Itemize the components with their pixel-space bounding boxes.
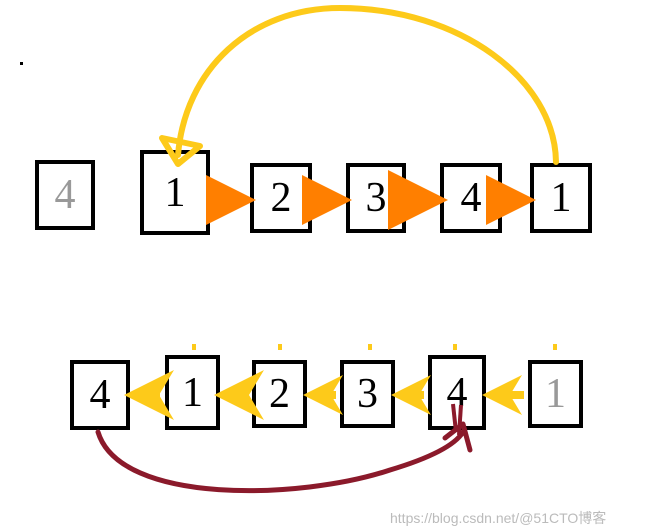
diagram-canvas: 4 1 2 3 4 1 4 1 2 3 4 1 [0,0,645,528]
node-label: 4 [55,171,76,219]
node-b0: 4 [70,360,130,430]
watermark: https://blog.csdn.net/@51CTO博客 [390,508,606,528]
node-label: 1 [551,174,572,222]
loop-arrow-top [178,8,556,162]
node-b2: 2 [252,360,307,428]
node-label: 4 [90,371,111,419]
node-label: 3 [357,370,378,418]
node-label: 4 [461,174,482,222]
arrows-layer [0,0,645,528]
node-t4: 4 [440,163,502,233]
node-t2: 2 [250,163,312,233]
node-b4: 4 [428,355,486,430]
node-label: 3 [366,174,387,222]
node-b1: 1 [165,355,220,430]
loop-arrow-bottom [98,432,463,491]
node-label: 2 [269,370,290,418]
node-b5: 1 [528,360,583,428]
node-label: 2 [271,174,292,222]
watermark-text: https://blog.csdn.net/@51CTO博客 [390,510,606,526]
node-label: 1 [165,169,186,217]
node-label: 4 [447,369,468,417]
node-label: 1 [545,370,566,418]
node-t1: 1 [140,150,210,235]
node-t0: 4 [35,160,95,230]
node-t5: 1 [530,163,592,233]
node-label: 1 [182,369,203,417]
node-b3: 3 [340,360,395,428]
stray-dot [20,62,23,65]
node-t3: 3 [346,163,406,233]
